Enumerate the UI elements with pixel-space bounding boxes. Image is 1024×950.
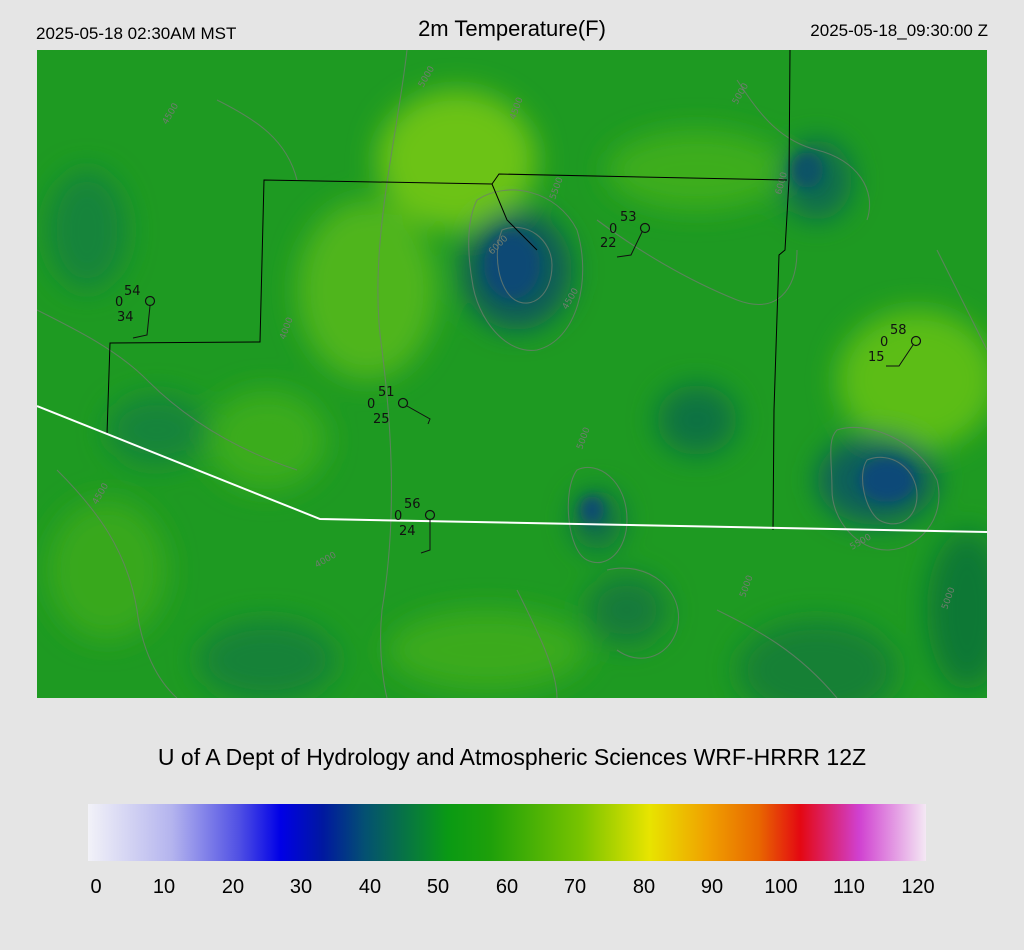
station-1-temp: 54 [124, 284, 141, 299]
station-3[interactable]: 51 0 25 [367, 385, 431, 427]
map-canvas: 5000 6000 5500 6000 5500 4500 4500 5000 … [37, 50, 987, 698]
station-2-cloud: 0 [609, 222, 617, 237]
temperature-map[interactable]: 5000 6000 5500 6000 5500 4500 4500 5000 … [37, 50, 987, 698]
colorbar-tick: 70 [563, 876, 587, 898]
colorbar-tick: 50 [426, 876, 450, 898]
colorbar-tick: 110 [833, 876, 865, 898]
county-boundaries [106, 50, 791, 531]
temperature-colorbar [88, 804, 926, 861]
station-4-cloud: 0 [394, 509, 402, 524]
colorbar-tick: 40 [358, 876, 382, 898]
colorbar-tick: 60 [495, 876, 519, 898]
station-2-temp: 53 [620, 210, 637, 225]
colorbar-tick: 20 [221, 876, 245, 898]
station-3-dewpoint: 25 [373, 412, 390, 427]
credit-line: U of A Dept of Hydrology and Atmospheric… [157, 744, 867, 770]
local-time-label: 2025-05-18 02:30AM MST [36, 24, 237, 43]
station-3-cloud: 0 [367, 397, 375, 412]
colorbar-tick: 120 [901, 876, 935, 898]
terrain-contours [37, 50, 987, 698]
state-boundary [37, 405, 987, 533]
colorbar-tick: 10 [152, 876, 176, 898]
station-1[interactable]: 54 0 34 [115, 284, 156, 339]
colorbar-tick: 90 [700, 876, 724, 898]
colorbar-tick: 80 [632, 876, 656, 898]
station-2-dewpoint: 22 [600, 236, 617, 251]
station-plots: 54 0 34 53 0 22 51 0 25 56 [115, 210, 922, 554]
utc-time-label: 2025-05-18_09:30:00 Z [810, 21, 988, 40]
colorbar-tick: 0 [90, 876, 102, 898]
station-4-dewpoint: 24 [399, 524, 416, 539]
station-3-temp: 51 [378, 385, 395, 400]
colorbar-tick: 100 [764, 876, 798, 898]
colorbar-tick: 30 [289, 876, 313, 898]
station-1-cloud: 0 [115, 295, 123, 310]
station-5-temp: 58 [890, 323, 907, 338]
station-5-cloud: 0 [880, 335, 888, 350]
station-5[interactable]: 58 0 15 [868, 323, 922, 367]
header: 2025-05-18 02:30AM MST 2m Temperature(F)… [0, 0, 1024, 50]
map-title: 2m Temperature(F) [418, 16, 606, 41]
colorbar-ticks: 0 10 20 30 40 50 60 70 80 90 100 110 120 [0, 876, 1024, 902]
station-5-dewpoint: 15 [868, 350, 885, 365]
station-4[interactable]: 56 0 24 [394, 497, 436, 554]
station-4-temp: 56 [404, 497, 421, 512]
station-1-dewpoint: 34 [117, 310, 134, 325]
station-2[interactable]: 53 0 22 [600, 210, 651, 258]
